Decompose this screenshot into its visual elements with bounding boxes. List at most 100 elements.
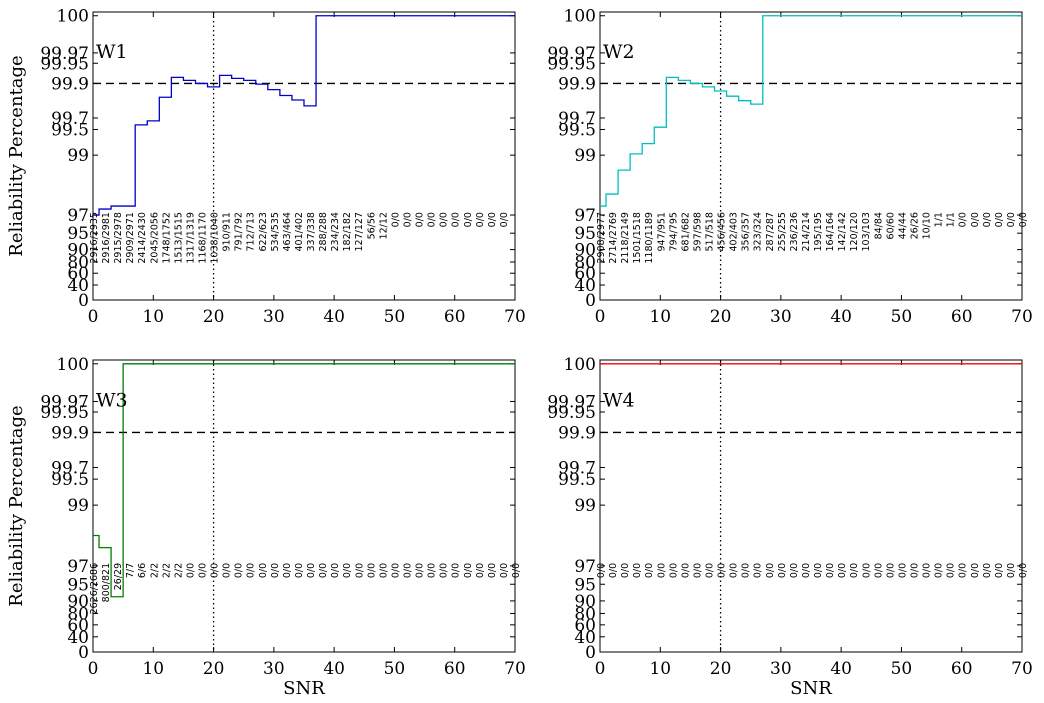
x-tick-label: 40 [323, 659, 345, 679]
x-tick-label: 50 [384, 659, 406, 679]
count-label: 10/10 [922, 212, 933, 239]
count-label: 103/103 [861, 212, 872, 251]
count-label: 234/234 [330, 212, 341, 251]
x-tick-label: 0 [595, 307, 606, 327]
count-label: 0/0 [222, 563, 233, 578]
y-tick-label: 99.97 [40, 44, 89, 64]
x-tick-label: 0 [88, 659, 99, 679]
x-tick-label: 70 [1011, 307, 1033, 327]
y-tick-label: 80 [67, 604, 89, 624]
x-axis-label: SNR [283, 678, 325, 699]
y-tick-label: 0 [585, 291, 596, 311]
y-tick-label: 0 [78, 643, 89, 663]
y-tick-label: 99.5 [51, 470, 89, 490]
x-tick-label: 50 [891, 659, 913, 679]
count-label: 0/0 [318, 563, 329, 578]
count-label: 2909/2971 [125, 212, 136, 264]
y-tick-label: 99 [574, 146, 596, 166]
count-label: 0/0 [922, 563, 933, 578]
y-tick-label: 99.97 [40, 392, 89, 412]
count-label: 0/0 [427, 563, 438, 578]
count-label: 0/0 [620, 563, 631, 578]
y-tick-label: 90 [67, 241, 89, 261]
panel-w3: 0 10 20 30 40 50 60 7004060809095979999.599.799… [6, 355, 526, 699]
count-label: 0/0 [487, 563, 498, 578]
count-label: 0/0 [282, 563, 293, 578]
axes-frame [599, 359, 1023, 653]
x-tick-label: 50 [891, 307, 913, 327]
count-label: 0/0 [668, 563, 679, 578]
x-tick-label: 40 [830, 307, 852, 327]
count-label: 0/0 [198, 563, 209, 578]
count-label: 0/0 [258, 563, 269, 578]
x-tick-label: 30 [263, 659, 285, 679]
series-line [600, 15, 1022, 207]
count-label: 0/0 [801, 563, 812, 578]
panel-w1: 0 10 20 30 40 50 60 7004060809095979999.599.799… [6, 7, 526, 327]
y-tick-label: 99.5 [51, 121, 89, 141]
y-tick-label: 99.95 [547, 403, 596, 423]
y-tick-label: 99.5 [558, 121, 596, 141]
y-tick-label: 99.97 [547, 392, 596, 412]
y-axis-label: Reliability Percentage [6, 55, 27, 256]
count-label: 791/792 [234, 212, 245, 251]
count-label: 1/1 [946, 212, 957, 227]
count-label: 2045/2056 [149, 212, 160, 264]
y-tick-label: 80 [67, 253, 89, 273]
count-label: 120/120 [849, 212, 860, 251]
y-tick-label: 97 [67, 557, 89, 577]
count-label: 1748/1752 [161, 212, 172, 264]
count-label: 337/338 [306, 212, 317, 251]
y-tick-label: 60 [67, 616, 89, 636]
count-label: 0/0 [753, 563, 764, 578]
x-tick-label: 40 [323, 307, 345, 327]
count-label: 0/0 [402, 212, 413, 227]
count-label: 0/0 [717, 563, 728, 578]
y-tick-label: 95 [67, 575, 89, 595]
count-label: 622/623 [258, 212, 269, 251]
y-tick-label: 100 [57, 355, 89, 375]
count-label: 597/598 [692, 212, 703, 251]
count-label: 0/0 [234, 563, 245, 578]
count-label: 1168/1170 [198, 212, 209, 264]
x-tick-label: 20 [710, 659, 732, 679]
count-label: 0/0 [909, 563, 920, 578]
y-tick-label: 0 [78, 291, 89, 311]
y-tick-label: 40 [574, 276, 596, 296]
count-label: 2916/2981 [101, 212, 112, 264]
count-label: 1/1 [934, 212, 945, 227]
count-label: 195/195 [813, 212, 824, 251]
y-tick-label: 97 [67, 206, 89, 226]
count-label: 0/0 [185, 563, 196, 578]
panel-title: W3 [96, 389, 128, 411]
count-label: 712/713 [246, 212, 257, 251]
count-label: 0/0 [1018, 563, 1029, 578]
x-tick-label: 10 [649, 659, 671, 679]
count-label: 0/0 [885, 563, 896, 578]
y-tick-label: 99.9 [51, 74, 89, 94]
panel-w2: 0 10 20 30 40 50 60 7004060809095979999.599.799… [547, 7, 1032, 327]
x-tick-label: 20 [203, 307, 225, 327]
count-label: 0/0 [873, 563, 884, 578]
y-tick-label: 99.7 [51, 109, 89, 129]
count-label: 0/0 [1006, 563, 1017, 578]
axes-frame [92, 359, 516, 653]
y-tick-label: 95 [574, 224, 596, 244]
y-tick-label: 99.7 [558, 458, 596, 478]
y-tick-label: 95 [67, 224, 89, 244]
panel-title: W2 [603, 41, 635, 63]
count-label: 0/0 [849, 563, 860, 578]
count-label: 2/2 [161, 563, 172, 578]
count-label: 60/60 [885, 212, 896, 239]
count-label: 1038/1040 [210, 212, 221, 264]
count-label: 323/324 [753, 212, 764, 251]
x-tick-label: 30 [263, 307, 285, 327]
y-tick-label: 80 [574, 604, 596, 624]
count-label: 288/288 [318, 212, 329, 251]
count-label: 26/26 [909, 212, 920, 239]
count-label: 800/821 [101, 563, 112, 602]
count-label: 0/0 [427, 212, 438, 227]
count-label: 0/0 [390, 212, 401, 227]
y-tick-label: 99.7 [558, 109, 596, 129]
y-tick-label: 60 [67, 264, 89, 284]
